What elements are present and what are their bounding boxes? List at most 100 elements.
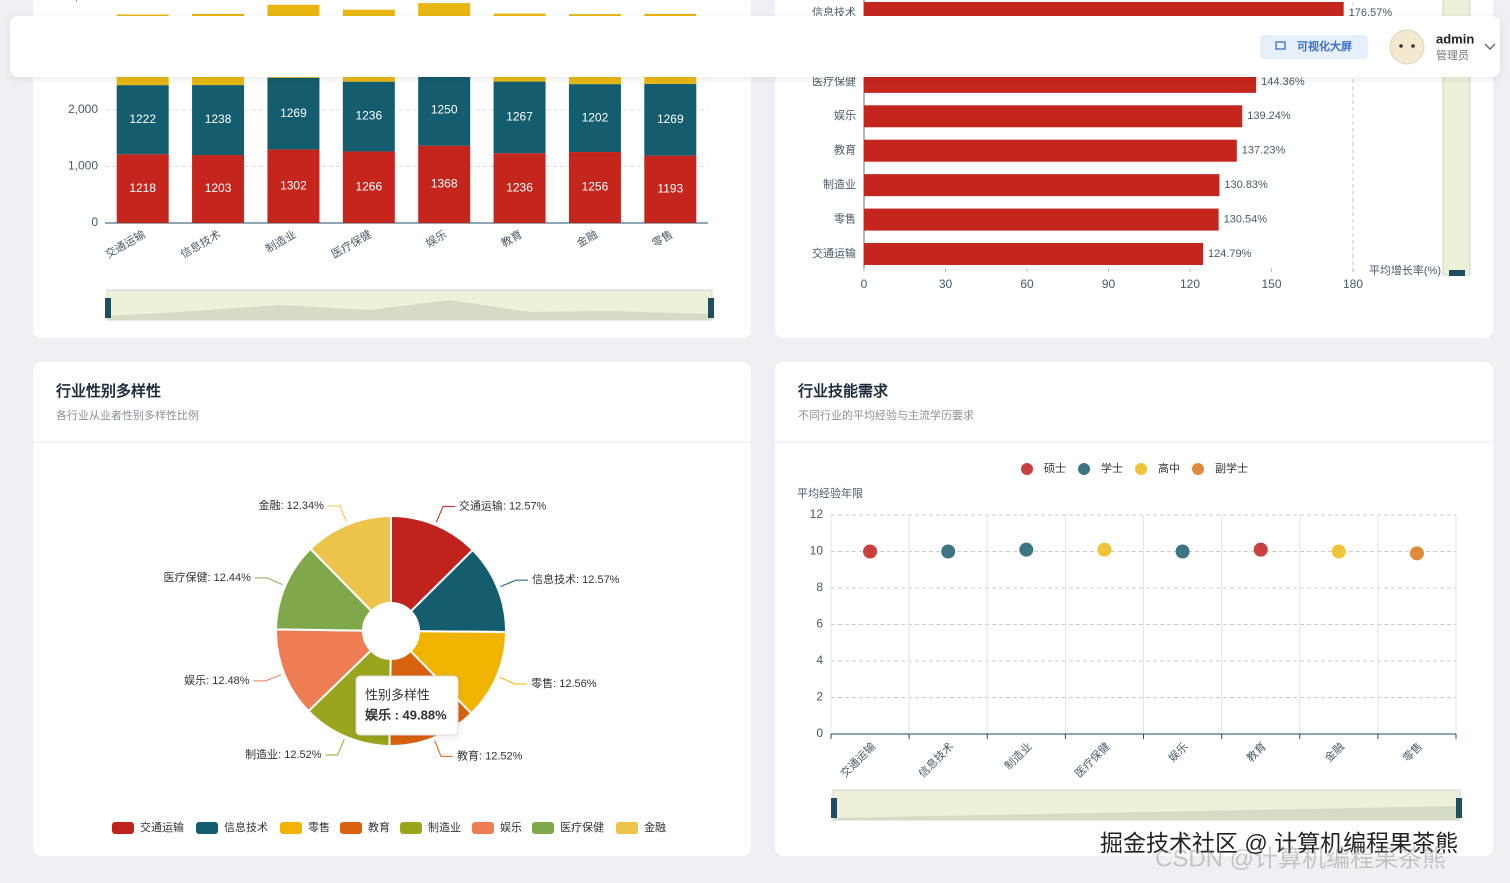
header: 可视化大屏 admin 管理员 (10, 16, 1500, 77)
leader-line (327, 505, 347, 522)
bar-segment (493, 153, 546, 223)
slice-label: 零售: 12.56% (531, 676, 597, 690)
user-name[interactable]: admin (1436, 31, 1474, 46)
legend-marker (1135, 463, 1147, 475)
point (1331, 544, 1346, 559)
bar-segment (116, 154, 169, 223)
bar (864, 174, 1220, 197)
legend-label: 交通运输 (140, 820, 184, 834)
x-tick-label: 180 (1343, 277, 1363, 291)
y-tick-label: 娱乐 (834, 108, 856, 122)
value-label: 137.23% (1242, 145, 1286, 157)
bar (864, 139, 1237, 162)
point (1019, 542, 1034, 557)
y-tick-label: 4,000 (68, 0, 98, 3)
panel (775, 362, 1493, 856)
value-label: 124.79% (1208, 248, 1252, 260)
value-label: 1302 (280, 178, 307, 192)
slice-label: 娱乐: 12.48% (184, 673, 250, 687)
leader-line (500, 579, 529, 588)
panel-title: 行业技能需求 (797, 382, 889, 400)
zoom-slider[interactable] (831, 789, 1462, 821)
bar-segment (568, 84, 621, 153)
leader-line (434, 740, 454, 757)
legend-swatch (532, 822, 554, 834)
value-label: 1250 (431, 103, 458, 117)
pie-slice (309, 514, 392, 613)
y-tick-label: 4 (816, 653, 823, 667)
y-tick-label: 1,000 (68, 159, 98, 173)
legend-label: 硕士 (1044, 462, 1066, 475)
y-tick-label: 交通运输 (812, 246, 856, 260)
axis-label: 平均经验年限 (797, 486, 863, 500)
bar-segment (493, 81, 546, 154)
value-label: 176.57% (1349, 7, 1393, 19)
leader-line (253, 674, 282, 682)
point (1175, 544, 1190, 559)
y-tick-label: 制造业 (823, 177, 856, 191)
legend-label: 娱乐 (500, 820, 522, 834)
legend-label: 教育 (368, 820, 390, 834)
x-tick-label: 120 (1180, 277, 1200, 291)
value-label: 1269 (280, 106, 307, 120)
x-tick-label: 60 (1020, 277, 1034, 291)
legend-swatch (472, 822, 494, 834)
value-label: 139.24% (1247, 110, 1291, 122)
legend-label: 医疗保健 (560, 820, 604, 834)
pie-slice (275, 628, 373, 713)
bar-segment (342, 81, 395, 152)
legend-marker (1078, 463, 1090, 475)
point (1253, 542, 1268, 557)
legend-swatch (340, 822, 362, 834)
legend-label: 零售 (308, 820, 330, 834)
bar-segment (418, 75, 471, 146)
point (1409, 546, 1424, 561)
y-tick-label: 0 (816, 726, 823, 740)
user-role: 管理员 (1436, 48, 1469, 62)
value-label: 1202 (582, 110, 609, 124)
value-label: 1267 (506, 110, 533, 124)
bar-segment (644, 83, 697, 156)
y-tick-label: 10 (810, 544, 824, 558)
y-tick-label: 0 (91, 215, 98, 229)
watermark: CSDN @计算机编程果茶熊 (1155, 845, 1446, 872)
point (1097, 542, 1112, 557)
user-menu[interactable]: admin 管理员 (1389, 29, 1496, 65)
y-tick-label: 零售 (834, 211, 856, 225)
slice-label: 交通运输: 12.57% (459, 498, 547, 512)
x-tick-label: 0 (861, 277, 868, 291)
value-label: 1218 (129, 181, 156, 195)
legend-marker (1021, 463, 1033, 475)
bar-segment (418, 145, 471, 223)
slice-label: 金融: 12.34% (259, 498, 325, 512)
zoom-slider[interactable] (105, 289, 714, 321)
legend-label: 学士 (1101, 461, 1123, 475)
tooltip: 性别多样性 娱乐 : 49.88% (355, 675, 459, 736)
y-tick-label: 12 (810, 507, 824, 521)
legend-swatch (616, 822, 638, 834)
button-label[interactable]: 可视化大屏 (1297, 39, 1352, 53)
bar-segment (267, 77, 320, 150)
bar-segment (342, 151, 395, 223)
leader-line (325, 739, 345, 756)
legend-swatch (112, 822, 134, 834)
pie-slice (409, 548, 507, 634)
x-tick-label: 90 (1102, 277, 1116, 291)
y-tick-label: 6 (816, 617, 823, 631)
legend-swatch (400, 822, 422, 834)
x-tick-label: 30 (939, 277, 953, 291)
screen-button[interactable]: 可视化大屏 (1260, 35, 1368, 59)
value-label: 1269 (657, 112, 684, 126)
pie-slice (390, 514, 475, 613)
point (863, 544, 878, 559)
bar-segment (644, 155, 697, 223)
bar-segment (192, 155, 245, 223)
slice-label: 制造业: 12.52% (245, 747, 322, 761)
y-tick-label: 2 (816, 690, 823, 704)
bar (864, 105, 1243, 128)
value-label: 1368 (431, 177, 458, 191)
value-label: 1222 (129, 112, 156, 126)
legend-swatch (280, 822, 302, 834)
y-tick-label: 信息技术 (812, 5, 856, 19)
